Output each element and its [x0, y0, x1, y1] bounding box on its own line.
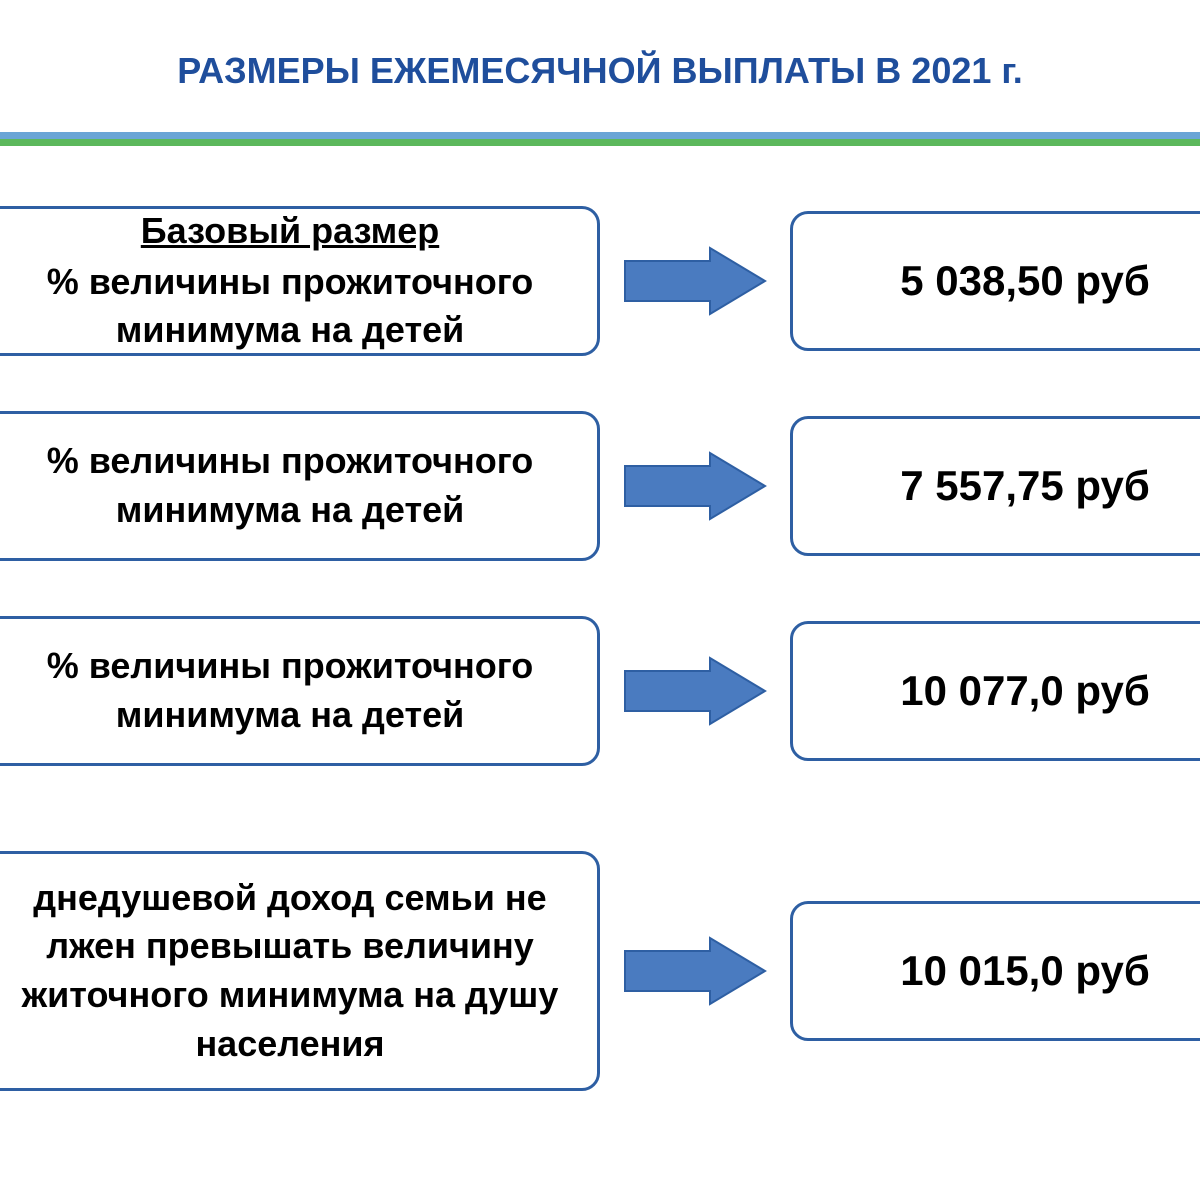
divider [0, 132, 1200, 146]
description-box: днедушевой доход семьи не лжен превышать… [0, 851, 600, 1091]
value-box: 7 557,75 руб [790, 416, 1200, 556]
description-box: % величины прожиточного минимума на дете… [0, 616, 600, 766]
page-title: РАЗМЕРЫ ЕЖЕМЕСЯЧНОЙ ВЫПЛАТЫ В 2021 г. [0, 50, 1200, 92]
arrow-icon [620, 936, 770, 1006]
arrow-icon [620, 246, 770, 316]
payment-row: % величины прожиточного минимума на дете… [0, 616, 1200, 766]
payment-row: % величины прожиточного минимума на дете… [0, 411, 1200, 561]
value-box: 10 015,0 руб [790, 901, 1200, 1041]
value-box: 5 038,50 руб [790, 211, 1200, 351]
description-text: % величины прожиточного минимума на дете… [3, 258, 577, 355]
payment-row: Базовый размер % величины прожиточного м… [0, 206, 1200, 356]
description-box: Базовый размер % величины прожиточного м… [0, 206, 600, 356]
description-box: % величины прожиточного минимума на дете… [0, 411, 600, 561]
description-header: Базовый размер [141, 207, 439, 256]
rows-container: Базовый размер % величины прожиточного м… [0, 206, 1200, 1091]
value-box: 10 077,0 руб [790, 621, 1200, 761]
income-row: днедушевой доход семьи не лжен превышать… [0, 851, 1200, 1091]
description-text: % величины прожиточного минимума на дете… [3, 437, 577, 534]
description-text: % величины прожиточного минимума на дете… [3, 642, 577, 739]
arrow-icon [620, 656, 770, 726]
description-text: днедушевой доход семьи не лжен превышать… [3, 874, 577, 1068]
arrow-icon [620, 451, 770, 521]
